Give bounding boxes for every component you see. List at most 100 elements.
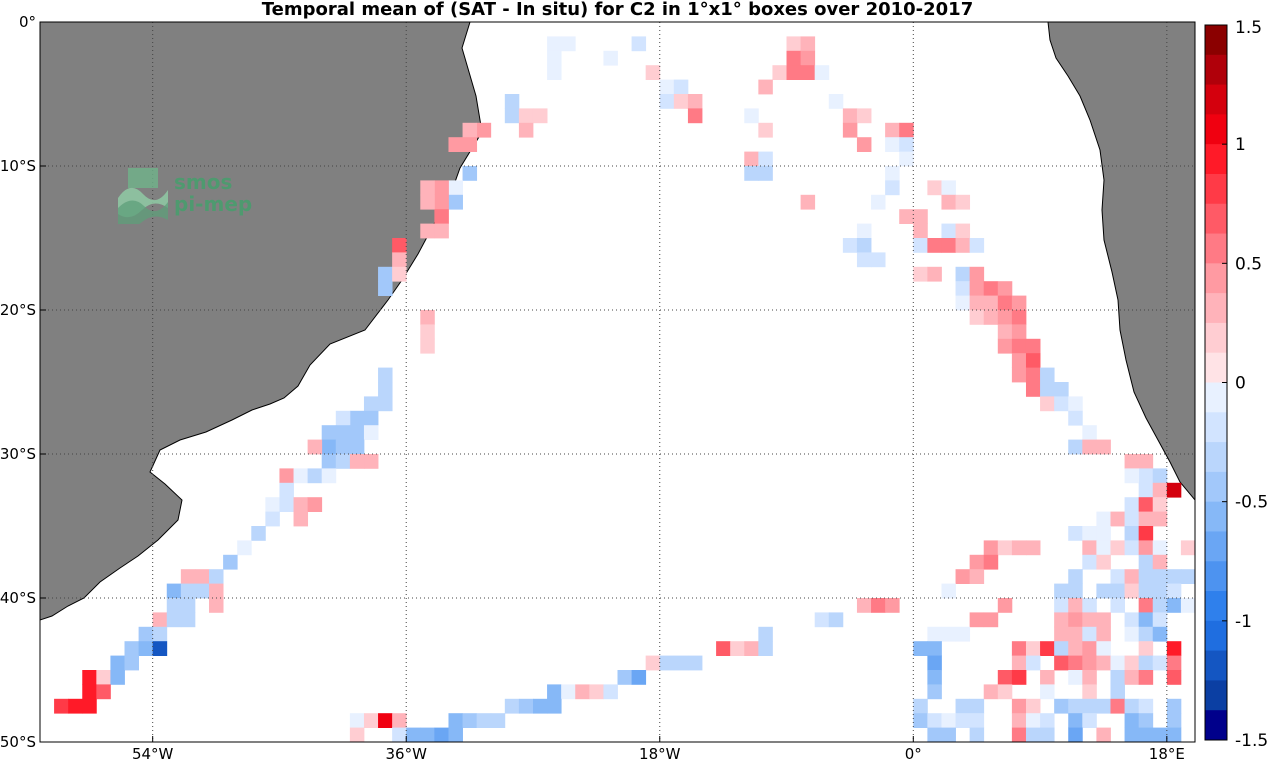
data-cell xyxy=(1124,698,1140,714)
data-cell xyxy=(927,670,942,685)
data-cell xyxy=(955,238,971,253)
data-cell xyxy=(1138,569,1154,584)
data-cell xyxy=(335,439,351,455)
data-cell xyxy=(307,468,323,484)
data-cell xyxy=(631,36,647,52)
data-cell xyxy=(969,698,985,714)
data-cell xyxy=(927,180,942,196)
data-cell xyxy=(1025,353,1041,368)
data-cell xyxy=(1124,540,1140,556)
data-cell xyxy=(800,65,816,80)
data-cell xyxy=(265,497,280,512)
data-cell xyxy=(448,713,463,728)
data-cell xyxy=(166,612,182,628)
colorbar-segment xyxy=(1205,54,1227,86)
data-cell xyxy=(1082,713,1097,728)
data-cell xyxy=(1096,526,1111,541)
data-cell xyxy=(997,310,1013,325)
data-cell xyxy=(1082,626,1097,642)
data-cell xyxy=(1082,540,1097,556)
data-cell xyxy=(448,137,463,152)
data-cell xyxy=(955,713,971,728)
data-cell xyxy=(603,684,618,700)
data-cell xyxy=(462,137,478,152)
data-cell xyxy=(1166,583,1182,599)
data-cell xyxy=(1138,641,1154,656)
data-cell xyxy=(1068,598,1083,613)
data-cell xyxy=(518,122,534,138)
data-cell xyxy=(997,324,1013,340)
data-cell xyxy=(194,583,210,599)
data-cell xyxy=(1011,655,1027,671)
data-cell xyxy=(166,598,182,613)
data-cell xyxy=(941,713,956,728)
data-cell xyxy=(279,468,294,484)
data-cell xyxy=(1110,583,1125,599)
colorbar-segment xyxy=(1205,203,1227,235)
data-cell xyxy=(744,108,759,124)
data-cell xyxy=(420,194,435,210)
data-cell xyxy=(772,65,787,80)
data-cell xyxy=(842,238,858,253)
data-cell xyxy=(1082,425,1097,440)
colorbar-segment xyxy=(1205,650,1227,681)
data-cell xyxy=(1138,511,1154,527)
colorbar-segment xyxy=(1205,352,1227,383)
data-cell xyxy=(82,698,97,714)
data-cell xyxy=(814,65,830,80)
data-cell xyxy=(547,50,562,66)
data-cell xyxy=(927,266,942,282)
data-cell xyxy=(152,641,168,656)
data-cell xyxy=(617,670,632,685)
colorbar-segment xyxy=(1205,263,1227,294)
data-cell xyxy=(1068,626,1083,642)
data-cell xyxy=(420,223,435,239)
data-cell xyxy=(1138,482,1154,498)
data-cell xyxy=(1054,396,1069,412)
data-cell xyxy=(1025,540,1041,556)
data-cell xyxy=(983,310,999,325)
data-cell xyxy=(786,65,802,80)
data-cell xyxy=(1025,382,1041,397)
plot-frame xyxy=(39,21,1196,743)
data-cell xyxy=(1124,670,1140,685)
data-cell xyxy=(420,727,435,742)
data-cell xyxy=(307,497,323,512)
data-cell xyxy=(1082,684,1097,700)
data-cell xyxy=(561,684,576,700)
data-cell xyxy=(1124,655,1140,671)
data-cell xyxy=(1068,396,1083,412)
data-cell xyxy=(434,194,449,210)
colorbar: 1.5 1 0.5 0 -0.5 -1 -1.5 xyxy=(1204,18,1268,751)
data-cell xyxy=(1054,583,1069,599)
data-cell xyxy=(673,94,689,109)
data-cell xyxy=(744,166,759,181)
data-cell xyxy=(1138,526,1154,541)
data-cell xyxy=(631,670,647,685)
data-cell xyxy=(1054,626,1069,642)
colorbar-segment xyxy=(1205,680,1227,711)
data-cell xyxy=(1040,713,1055,728)
data-cell xyxy=(1082,698,1097,714)
data-cell xyxy=(1011,310,1027,325)
data-cell xyxy=(842,108,858,124)
data-cell xyxy=(885,166,900,181)
data-cell xyxy=(1096,641,1111,656)
data-cell xyxy=(1166,569,1182,584)
x-tick-label: 0° xyxy=(905,745,922,762)
data-cell xyxy=(518,698,534,714)
data-cell xyxy=(955,266,971,282)
colorbar-segment xyxy=(1205,173,1227,205)
data-cell xyxy=(1054,698,1069,714)
data-cell xyxy=(730,641,745,656)
data-cell xyxy=(490,713,506,728)
data-cell xyxy=(1011,367,1027,383)
colorbar-segment xyxy=(1205,322,1227,354)
data-cell xyxy=(927,684,942,700)
data-cell xyxy=(1011,727,1027,742)
data-cell xyxy=(1082,598,1097,613)
data-cell xyxy=(1152,497,1168,512)
data-cell xyxy=(997,281,1013,296)
data-cell xyxy=(532,698,548,714)
data-cell xyxy=(209,598,224,613)
